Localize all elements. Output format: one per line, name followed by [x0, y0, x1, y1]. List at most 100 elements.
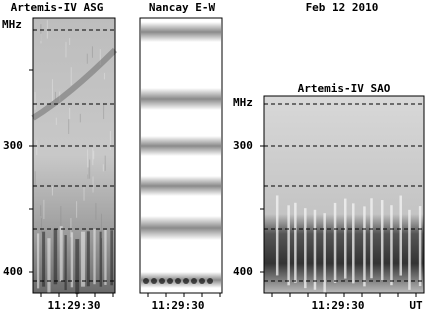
burst-streak: [287, 205, 290, 286]
burst-streak: [380, 200, 384, 281]
noise: [40, 33, 42, 44]
noise: [92, 176, 94, 193]
noise: [69, 107, 71, 120]
burst-dot: [207, 278, 213, 284]
burst-streak: [275, 195, 279, 276]
channel-band: [141, 272, 221, 288]
noise: [83, 185, 85, 201]
date: Feb 12 2010: [306, 1, 379, 14]
burst-streak: [352, 203, 355, 284]
burst-streak: [313, 209, 317, 290]
burst-streak: [333, 202, 337, 283]
burst-streak: [399, 195, 402, 276]
burst-streak: [86, 231, 90, 287]
burst-streak: [343, 198, 347, 279]
burst-streak: [390, 205, 393, 286]
burst-streak: [104, 229, 107, 285]
burst-streak: [53, 229, 58, 285]
burst-dot: [199, 278, 205, 284]
y-tick-label: 400: [3, 265, 23, 278]
drift-burst: [31, 47, 118, 121]
noise: [40, 205, 42, 217]
noise: [51, 79, 53, 102]
noise: [69, 38, 71, 45]
noise: [34, 171, 36, 187]
burst-streak: [110, 230, 114, 286]
burst-streak: [64, 235, 67, 291]
channel-band: [141, 136, 221, 156]
noise: [109, 130, 111, 151]
noise: [60, 206, 62, 227]
burst-streak: [70, 232, 74, 288]
burst-streak: [370, 198, 373, 279]
noise: [86, 53, 88, 64]
burst-streak: [59, 226, 63, 282]
noise: [103, 103, 105, 120]
burst-streak: [99, 231, 103, 287]
noise: [92, 148, 94, 166]
noise: [40, 218, 42, 234]
noise: [68, 119, 70, 134]
burst-streak: [93, 229, 96, 285]
channel-band: [141, 176, 221, 196]
burst-streak: [75, 239, 80, 295]
panel-frame: [32, 17, 116, 294]
burst-streak: [81, 231, 85, 287]
burst-dot: [143, 278, 149, 284]
burst-streak: [294, 202, 297, 283]
noise: [95, 202, 97, 220]
noise: [89, 159, 91, 179]
noise: [70, 218, 72, 238]
noise: [102, 164, 104, 172]
x-tick-label: 11:29:30: [152, 299, 205, 312]
burst-streak: [418, 206, 422, 287]
burst-dot: [159, 278, 165, 284]
noise: [99, 49, 101, 66]
burst-dot: [183, 278, 189, 284]
noise: [54, 91, 56, 100]
burst-streak: [36, 233, 40, 289]
noise: [70, 67, 72, 86]
noise: [51, 186, 53, 196]
burst-dot: [191, 278, 197, 284]
burst-dot: [175, 278, 181, 284]
noise: [91, 46, 93, 58]
y-tick-label: 300: [233, 139, 253, 152]
burst-streak: [323, 213, 326, 294]
channel-band: [141, 22, 221, 42]
noise: [65, 41, 67, 58]
noise: [43, 199, 45, 220]
noise: [93, 150, 95, 160]
burst-dot: [151, 278, 157, 284]
x-unit-label: UT: [409, 299, 423, 312]
noise: [100, 213, 102, 239]
noise: [55, 117, 57, 125]
burst-streak: [42, 231, 46, 287]
y-tick-label: 300: [3, 139, 23, 152]
noise: [46, 20, 48, 39]
x-tick-label: 11:29:30: [312, 299, 365, 312]
y-tick-label: 400: [233, 265, 253, 278]
x-tick-label: 11:29:30: [48, 299, 101, 312]
burst-streak: [408, 209, 411, 290]
burst-dot: [167, 278, 173, 284]
burst-streak: [363, 206, 366, 287]
panel-title: Artemis-IV SAO: [298, 82, 391, 95]
noise: [87, 167, 89, 179]
noise: [34, 91, 36, 110]
channel-band: [141, 216, 221, 240]
noise: [79, 113, 81, 123]
channel-band: [141, 88, 221, 110]
burst-streak: [304, 208, 307, 289]
noise: [40, 24, 42, 41]
burst-streak: [47, 238, 51, 294]
noise: [36, 140, 38, 155]
panel-title: Nancay E-W: [149, 1, 216, 14]
noise: [76, 201, 78, 218]
unit-label: MHz: [233, 96, 253, 109]
noise: [87, 149, 89, 175]
panel-title: Artemis-IV ASG: [11, 1, 104, 14]
noise: [103, 72, 105, 80]
noise: [104, 155, 106, 171]
